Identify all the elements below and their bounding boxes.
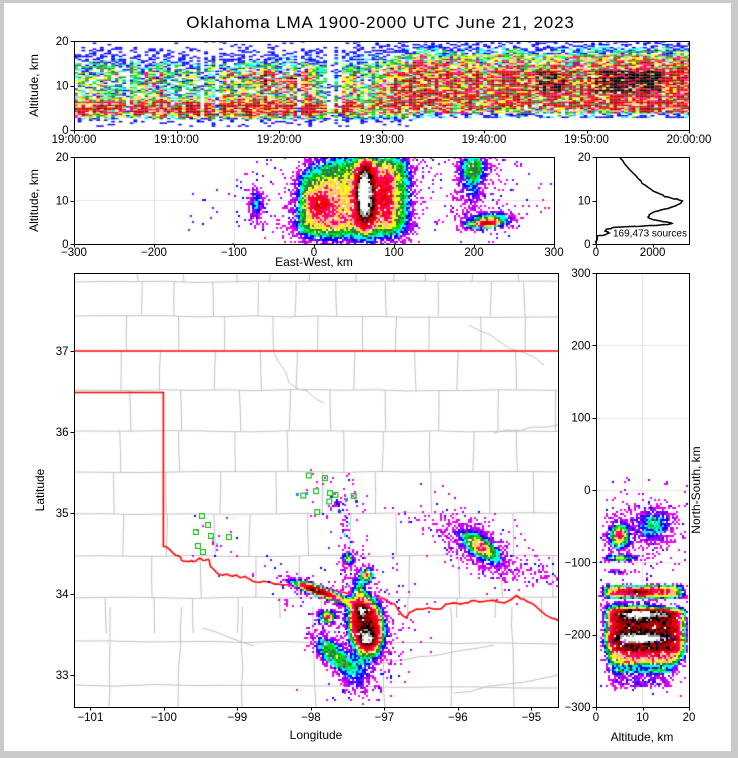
svg-text:100: 100: [571, 413, 590, 425]
svg-text:34: 34: [56, 589, 69, 601]
svg-text:−100: −100: [221, 247, 247, 259]
svg-text:169,473 sources: 169,473 sources: [613, 229, 687, 240]
svg-text:−100: −100: [151, 712, 177, 724]
svg-text:Altitude, km: Altitude, km: [27, 169, 41, 232]
svg-text:0: 0: [62, 239, 68, 251]
svg-text:37: 37: [56, 346, 69, 358]
svg-text:100: 100: [384, 247, 403, 259]
svg-text:0: 0: [311, 247, 317, 259]
svg-text:East-West, km: East-West, km: [275, 255, 353, 269]
svg-text:Altitude, km: Altitude, km: [611, 730, 674, 744]
svg-text:−101: −101: [77, 712, 103, 724]
svg-text:10: 10: [56, 81, 69, 93]
svg-text:Longitude: Longitude: [290, 728, 343, 742]
svg-text:−99: −99: [228, 712, 248, 724]
svg-text:10: 10: [578, 196, 591, 208]
svg-text:19:50:00: 19:50:00: [564, 134, 609, 146]
svg-text:19:10:00: 19:10:00: [154, 134, 199, 146]
svg-text:200: 200: [464, 247, 483, 259]
svg-text:0: 0: [593, 247, 599, 259]
svg-text:20: 20: [56, 152, 69, 164]
svg-text:300: 300: [544, 247, 563, 259]
svg-text:−98: −98: [301, 712, 321, 724]
svg-text:North-South, km: North-South, km: [689, 446, 703, 533]
svg-text:35: 35: [56, 508, 69, 520]
svg-text:−300: −300: [565, 702, 591, 714]
svg-text:20:00:00: 20:00:00: [667, 134, 712, 146]
svg-text:−95: −95: [522, 712, 542, 724]
svg-text:−96: −96: [448, 712, 468, 724]
svg-text:20: 20: [56, 36, 69, 48]
svg-text:10: 10: [56, 196, 69, 208]
svg-text:19:30:00: 19:30:00: [359, 134, 404, 146]
svg-text:33: 33: [56, 670, 69, 682]
svg-text:19:40:00: 19:40:00: [462, 134, 507, 146]
svg-text:−200: −200: [141, 247, 167, 259]
svg-text:0: 0: [62, 125, 68, 137]
svg-text:200: 200: [571, 340, 590, 352]
svg-text:−100: −100: [565, 557, 591, 569]
svg-text:19:20:00: 19:20:00: [257, 134, 302, 146]
svg-text:−200: −200: [565, 630, 591, 642]
svg-text:0: 0: [584, 485, 590, 497]
svg-text:300: 300: [571, 268, 590, 280]
svg-text:0: 0: [593, 712, 599, 724]
svg-text:−97: −97: [375, 712, 395, 724]
svg-text:20: 20: [683, 712, 696, 724]
svg-text:36: 36: [56, 427, 69, 439]
svg-text:10: 10: [636, 712, 649, 724]
svg-text:Altitude, km: Altitude, km: [27, 54, 41, 117]
svg-text:Latitude: Latitude: [33, 468, 47, 511]
svg-text:19:00:00: 19:00:00: [52, 134, 97, 146]
svg-text:Oklahoma LMA 1900-2000 UTC Jun: Oklahoma LMA 1900-2000 UTC June 21, 2023: [186, 13, 574, 32]
svg-text:20: 20: [578, 152, 591, 164]
svg-text:−300: −300: [61, 247, 87, 259]
svg-text:2000: 2000: [640, 247, 666, 259]
svg-text:0: 0: [584, 239, 590, 251]
